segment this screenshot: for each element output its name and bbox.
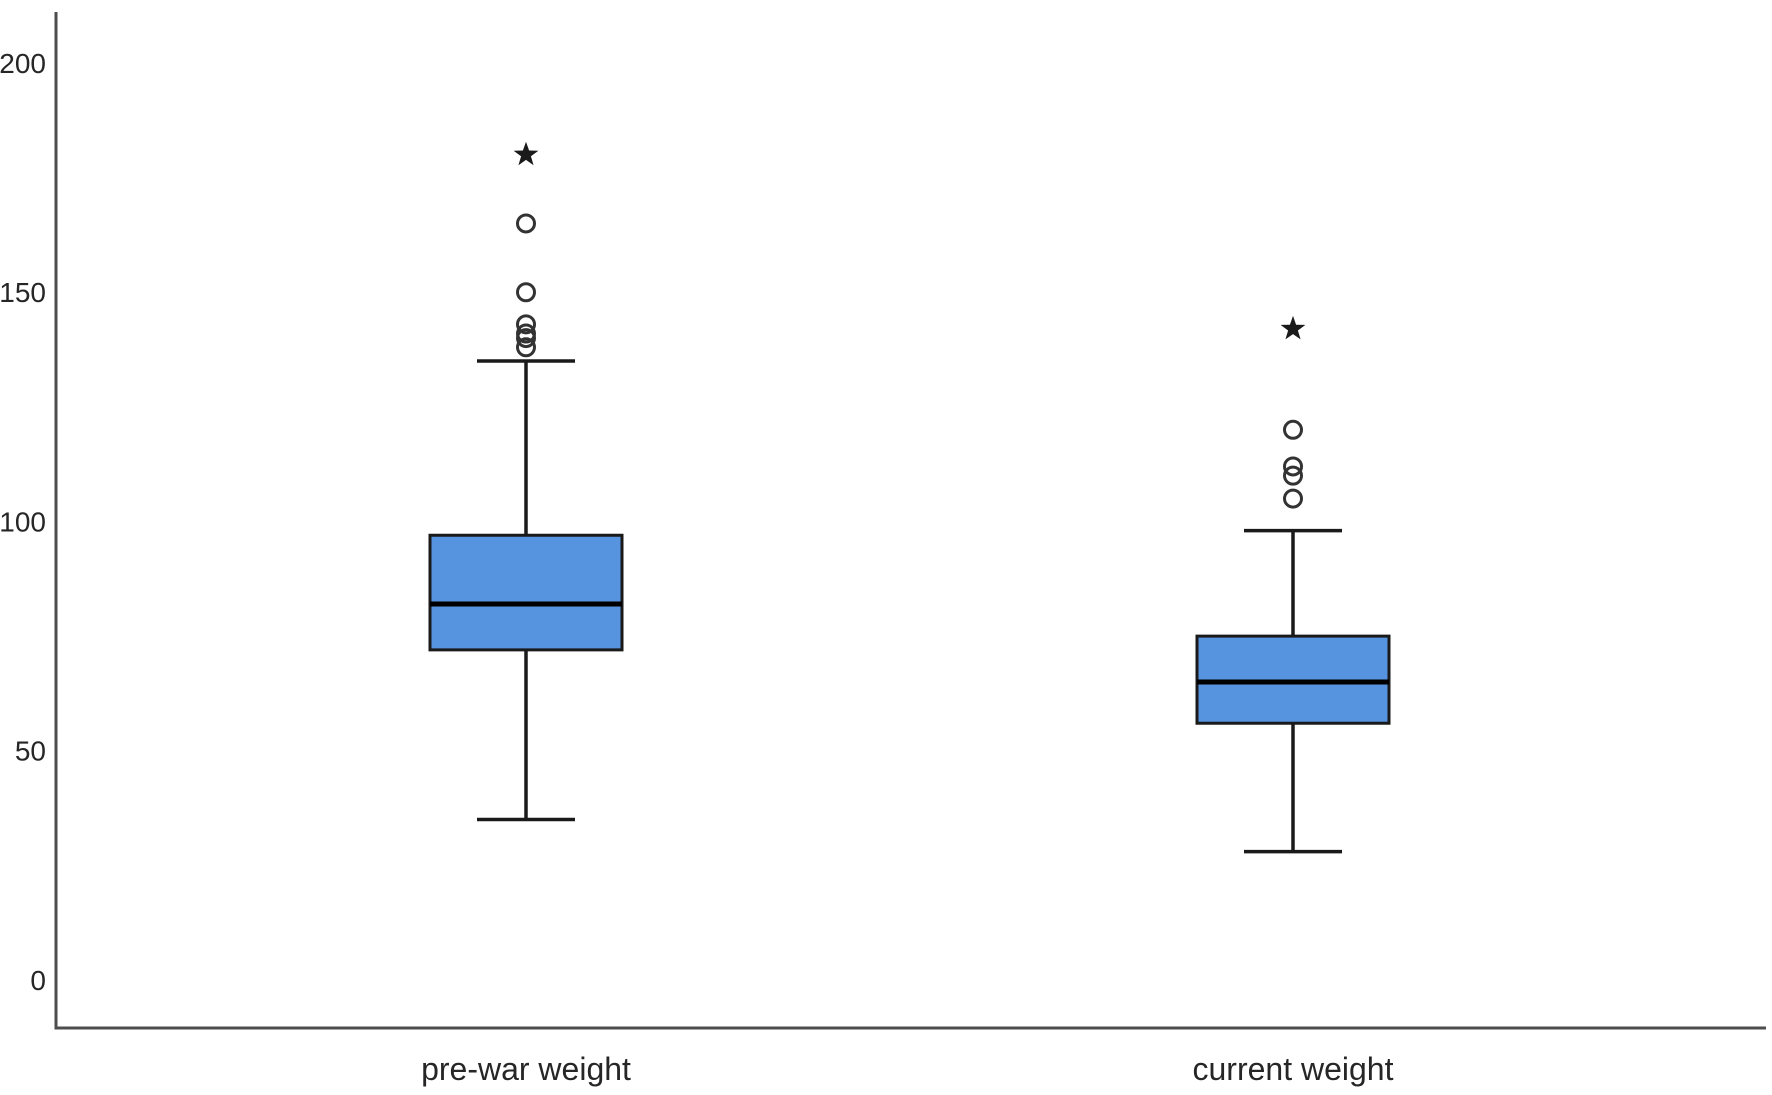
outlier-circle-pre-war-weight bbox=[516, 213, 536, 234]
outlier-circle-pre-war-weight bbox=[516, 314, 536, 335]
x-category-label-pre-war-weight: pre-war weight bbox=[421, 1051, 631, 1087]
outlier-circle-pre-war-weight bbox=[516, 323, 536, 344]
outlier-circle-current-weight bbox=[1283, 488, 1303, 509]
outlier-circle-pre-war-weight bbox=[516, 337, 536, 358]
outlier-circle-current-weight bbox=[1283, 419, 1303, 440]
outlier-circle-current-weight bbox=[1283, 465, 1303, 486]
outlier-circle-current-weight bbox=[1283, 456, 1303, 477]
y-tick-label-50: 50 bbox=[15, 736, 46, 767]
y-tick-label-150: 150 bbox=[0, 277, 46, 308]
extreme-star-pre-war-weight bbox=[513, 141, 539, 166]
y-tick-label-0: 0 bbox=[30, 965, 46, 996]
outlier-circle-pre-war-weight bbox=[516, 282, 536, 303]
y-tick-label-200: 200 bbox=[0, 48, 46, 79]
extreme-star-current-weight bbox=[1280, 315, 1306, 340]
iqr-box-pre-war-weight bbox=[428, 533, 624, 652]
x-category-label-current-weight: current weight bbox=[1193, 1051, 1394, 1087]
y-tick-label-100: 100 bbox=[0, 506, 46, 537]
